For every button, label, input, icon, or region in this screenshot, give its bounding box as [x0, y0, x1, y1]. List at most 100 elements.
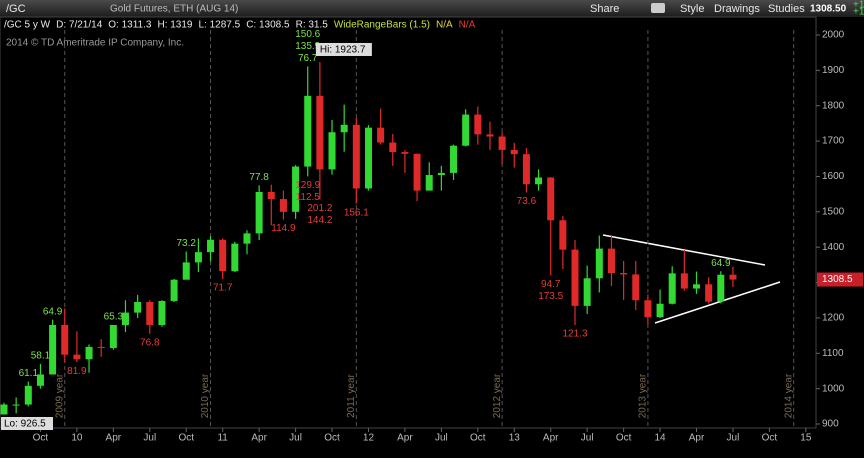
copyright: 2014 © TD Ameritrade IP Company, Inc.: [6, 38, 184, 49]
icon[interactable]: [651, 3, 665, 13]
wide-range-label: 121.3: [562, 329, 587, 340]
x-tick-label: 12: [363, 433, 375, 444]
candle-body: [255, 192, 263, 234]
wide-range-label: 76.8: [140, 337, 160, 348]
candle-body: [547, 177, 555, 221]
wide-range-label: 81.9: [67, 366, 87, 377]
candle-body: [595, 248, 603, 279]
candle-body: [401, 152, 409, 154]
candle-body: [109, 324, 117, 348]
candle-body: [85, 346, 93, 360]
x-tick-label: Jul: [289, 433, 302, 444]
candle-body: [49, 324, 57, 375]
candle-body: [583, 278, 591, 306]
x-tick-label: Apr: [106, 433, 122, 444]
year-label: 2013 year: [638, 373, 649, 418]
x-tick-label: Oct: [178, 433, 194, 444]
candle-body: [340, 124, 348, 133]
candle-body: [61, 324, 69, 355]
info-item: C: 1308.5: [246, 20, 290, 31]
candle-body: [352, 124, 360, 189]
wide-range-label: 64.9: [43, 306, 63, 317]
drawings-button[interactable]: Drawings: [714, 3, 760, 15]
toolbar-buttons: Share Style Drawings Studies: [590, 3, 805, 15]
info-item: WideRangeBars (1.5): [334, 20, 430, 31]
candle-body: [668, 273, 676, 304]
wide-range-label: 73.2: [177, 238, 197, 249]
candle-body: [316, 95, 324, 170]
x-tick-label: Jul: [143, 433, 156, 444]
y-tick-label: 1200: [822, 313, 845, 324]
plot-area: [0, 16, 817, 429]
wide-range-label: 112.5: [296, 192, 321, 203]
high-label-box: [315, 42, 372, 56]
wide-range-label: 135.9: [295, 41, 320, 52]
candle-body: [377, 127, 385, 143]
wide-range-label: 156.1: [344, 207, 369, 218]
y-tick-label: 1800: [822, 100, 845, 111]
candle-body: [717, 274, 725, 302]
y-tick-label: 1000: [822, 383, 845, 394]
info-line: /GC 5 y W D: 7/21/14 O: 1311.3 H: 1319 L: 12…: [4, 20, 476, 31]
trendline[interactable]: [602, 234, 766, 266]
candle-body: [304, 95, 312, 167]
x-tick-label: 11: [217, 433, 228, 444]
year-label: 2012 year: [492, 373, 503, 418]
info-item: H: 1319: [157, 20, 192, 31]
style-button[interactable]: Style: [680, 3, 704, 15]
wide-range-label: 173.5: [538, 291, 563, 302]
last-price: 1308.50: [810, 4, 847, 15]
candle-body: [462, 114, 470, 146]
candle-body: [279, 199, 287, 212]
wide-range-label: 201.2: [307, 203, 332, 214]
wide-range-label: 71.7: [213, 283, 233, 294]
candle-body: [231, 243, 239, 272]
toolbar: [0, 0, 864, 17]
symbol: /GC: [6, 3, 26, 15]
y-tick-label: 1400: [822, 242, 845, 253]
x-tick-label: Apr: [543, 433, 559, 444]
candle-body: [0, 404, 8, 415]
candle-body: [693, 284, 701, 289]
candle-body: [364, 127, 372, 189]
y-tick-label: 900: [822, 419, 839, 430]
wide-range-label: 65.3: [104, 312, 124, 323]
info-item: N/A: [459, 20, 476, 31]
candle-body: [182, 262, 190, 280]
window-title: Gold Futures, ETH (AUG 14): [110, 4, 238, 15]
x-tick-label: Apr: [397, 433, 413, 444]
candle-body: [243, 233, 251, 244]
wide-range-label: 64.9: [711, 258, 731, 269]
info-item: O: 1311.3: [108, 20, 152, 31]
x-tick-label: Apr: [251, 433, 267, 444]
x-tick-label: Jul: [435, 433, 448, 444]
studies-button[interactable]: Studies: [768, 3, 805, 15]
x-tick-label: Oct: [470, 433, 486, 444]
wide-range-label: 77.8: [249, 172, 269, 183]
pct-change: +1.37%: [853, 7, 864, 18]
candle-body: [389, 142, 397, 153]
x-tick-label: Oct: [324, 433, 340, 444]
x-tick-label: Oct: [616, 433, 632, 444]
y-tick-label: 1600: [822, 171, 845, 182]
last-price-box: [817, 272, 863, 287]
last-price-label: 1308.5: [822, 274, 853, 285]
wide-range-label: 94.7: [541, 279, 561, 290]
candle-body: [437, 172, 445, 176]
candle-body: [24, 385, 32, 405]
candle-body: [36, 374, 44, 386]
y-tick-label: 2000: [822, 30, 845, 41]
candle-body: [571, 249, 579, 306]
wide-range-label: 73.6: [517, 196, 537, 207]
candle-body: [620, 272, 628, 275]
trendline[interactable]: [654, 281, 781, 324]
candle-body: [267, 192, 275, 200]
candle-body: [729, 274, 737, 280]
x-tick-label: 14: [654, 433, 666, 444]
share-button[interactable]: Share: [590, 3, 619, 15]
high-label: Hi: 1923.7: [320, 45, 366, 56]
wide-range-label: 61.1: [19, 368, 39, 379]
info-item: /GC 5 y W: [4, 20, 51, 31]
